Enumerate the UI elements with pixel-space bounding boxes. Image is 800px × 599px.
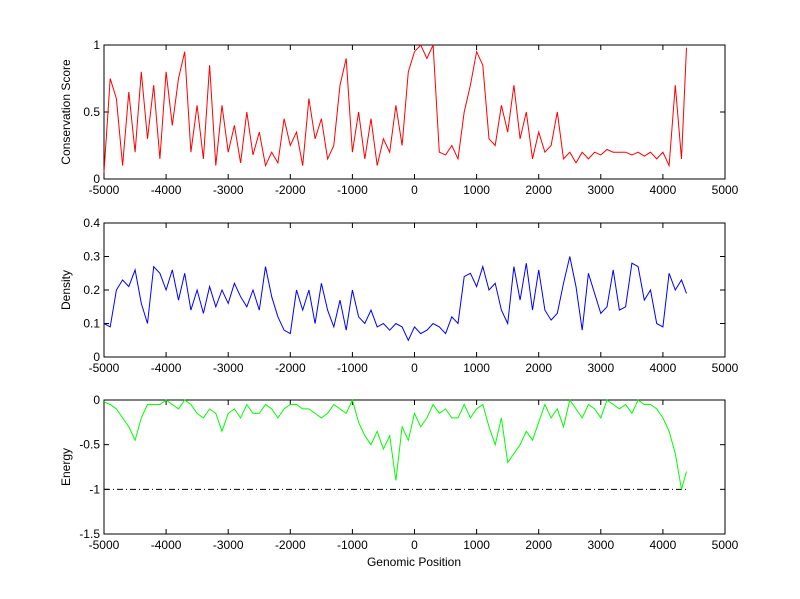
density-axes-box: [103, 222, 726, 358]
conservation-xtick-label: 4000: [650, 183, 677, 197]
energy-xtick-label: -3000: [213, 538, 244, 552]
conservation-series-line: [103, 44, 687, 173]
density-xtick-label: 5000: [712, 361, 739, 375]
energy-xtick-label: 1000: [463, 538, 490, 552]
density-ticks: -5000 -4000 -3000 -2000 -1000 0 1000 2000 3000 40…: [83, 216, 738, 375]
energy-xtick-label: -2000: [275, 538, 306, 552]
energy-xtick-label: 2000: [525, 538, 552, 552]
energy-series-group: [103, 398, 687, 490]
conservation-axes-box: [103, 44, 726, 180]
density-ytick-label: 0.3: [83, 250, 100, 264]
conservation-xtick-label: -5000: [89, 183, 120, 197]
density-ytick-label: 0.2: [83, 283, 100, 297]
conservation-xtick-label: -1000: [337, 183, 368, 197]
density-ytick-label: 0.4: [83, 216, 100, 230]
energy-axes-box: [103, 399, 726, 535]
energy-ytick-label: -0.5: [79, 438, 100, 452]
conservation-score-panel: -5000 -4000 -3000 -2000 -1000 0 1000 2000 3000 40…: [59, 38, 739, 197]
energy-series-line: [103, 398, 687, 490]
density-xtick-label: 0: [411, 361, 418, 375]
conservation-xtick-label: 2000: [525, 183, 552, 197]
energy-xtick-label: 4000: [650, 538, 677, 552]
energy-ytick-label: -1: [89, 482, 100, 496]
density-xtick-label: 4000: [650, 361, 677, 375]
density-xtick-label: -4000: [151, 361, 182, 375]
conservation-xtick-label: 0: [411, 183, 418, 197]
density-xtick-label: -3000: [213, 361, 244, 375]
density-xtick-label: 3000: [587, 361, 614, 375]
conservation-ytick-label: 0: [93, 172, 100, 186]
energy-ylabel: Energy: [59, 448, 73, 486]
conservation-series-group: [103, 44, 687, 173]
conservation-xtick-label: 3000: [587, 183, 614, 197]
conservation-ylabel: Conservation Score: [59, 59, 73, 165]
energy-panel: -5000 -4000 -3000 -2000 -1000 0 1000 2000 3000 40…: [59, 393, 739, 569]
density-series-group: [103, 256, 687, 342]
energy-xtick-label: 0: [411, 538, 418, 552]
density-xtick-label: -5000: [89, 361, 120, 375]
conservation-xtick-label: 5000: [712, 183, 739, 197]
density-panel: -5000 -4000 -3000 -2000 -1000 0 1000 2000 3000 40…: [59, 216, 739, 375]
conservation-ytick-label: 1: [93, 38, 100, 52]
conservation-ticks: -5000 -4000 -3000 -2000 -1000 0 1000 2000 3000 40…: [83, 38, 738, 197]
density-xtick-label: 1000: [463, 361, 490, 375]
energy-ytick-label: -1.5: [79, 527, 100, 541]
density-series-line: [103, 256, 687, 342]
conservation-xtick-label: -3000: [213, 183, 244, 197]
conservation-xtick-label: 1000: [463, 183, 490, 197]
conservation-ytick-label: 0.5: [83, 105, 100, 119]
density-xtick-label: -2000: [275, 361, 306, 375]
density-ytick-label: 0.1: [83, 317, 100, 331]
energy-xtick-label: -4000: [151, 538, 182, 552]
energy-xtick-label: 3000: [587, 538, 614, 552]
energy-xtick-label: -5000: [89, 538, 120, 552]
density-ytick-label: 0: [93, 350, 100, 364]
density-xtick-label: 2000: [525, 361, 552, 375]
density-ylabel: Density: [59, 270, 73, 310]
genomic-position-xlabel: Genomic Position: [367, 555, 461, 569]
conservation-xtick-label: -2000: [275, 183, 306, 197]
energy-xtick-label: -1000: [337, 538, 368, 552]
energy-ytick-label: 0: [93, 393, 100, 407]
energy-xtick-label: 5000: [712, 538, 739, 552]
energy-ticks: -5000 -4000 -3000 -2000 -1000 0 1000 2000 3000 40…: [79, 393, 738, 552]
conservation-xtick-label: -4000: [151, 183, 182, 197]
density-xtick-label: -1000: [337, 361, 368, 375]
